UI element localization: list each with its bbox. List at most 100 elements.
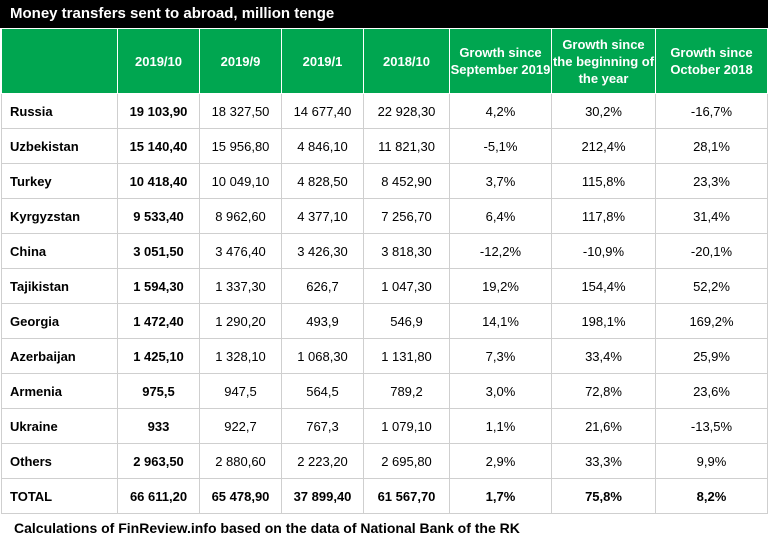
table-row: Uzbekistan 15 140,40 15 956,80 4 846,10 11 8…: [1, 128, 768, 164]
row-label: TOTAL: [1, 478, 118, 514]
table-cell: 37 899,40: [281, 478, 364, 514]
table-cell: -12,2%: [449, 233, 552, 269]
table-cell: 14,1%: [449, 303, 552, 339]
table-cell: 14 677,40: [281, 93, 364, 129]
row-label: Tajikistan: [1, 268, 118, 304]
column-header: 2019/9: [199, 28, 282, 94]
table-cell: 18 327,50: [199, 93, 282, 129]
table-cell: 3 818,30: [363, 233, 450, 269]
table-cell: 25,9%: [655, 338, 768, 374]
table-cell: 2 695,80: [363, 443, 450, 479]
table-row: Ukraine 933 922,7 767,3 1 079,10 1,1% 21,6% -13…: [1, 408, 768, 444]
table-cell: 9,9%: [655, 443, 768, 479]
table-cell: 6,4%: [449, 198, 552, 234]
table-cell: -5,1%: [449, 128, 552, 164]
table-cell: 1 328,10: [199, 338, 282, 374]
table-cell: 4,2%: [449, 93, 552, 129]
table-cell: 1 079,10: [363, 408, 450, 444]
table-cell: 3,7%: [449, 163, 552, 199]
table-cell: 33,4%: [551, 338, 656, 374]
table-cell: 19 103,90: [117, 93, 200, 129]
table-cell: 1 047,30: [363, 268, 450, 304]
table-cell: 1 068,30: [281, 338, 364, 374]
table-row: Kyrgyzstan 9 533,40 8 962,60 4 377,10 7 256,…: [1, 198, 768, 234]
column-header: 2018/10: [363, 28, 450, 94]
table-cell: 65 478,90: [199, 478, 282, 514]
table-row: China 3 051,50 3 476,40 3 426,30 3 818,30 -12…: [1, 233, 768, 269]
source-note: Calculations of FinReview.info based on …: [14, 520, 520, 536]
table-cell: 7 256,70: [363, 198, 450, 234]
table-cell: 30,2%: [551, 93, 656, 129]
table-cell: 15 956,80: [199, 128, 282, 164]
table-cell: 33,3%: [551, 443, 656, 479]
table-cell: 922,7: [199, 408, 282, 444]
table-cell: 23,3%: [655, 163, 768, 199]
header-corner-cell: [1, 28, 118, 94]
table-cell: 767,3: [281, 408, 364, 444]
column-header: 2019/1: [281, 28, 364, 94]
row-label: Ukraine: [1, 408, 118, 444]
row-label: Georgia: [1, 303, 118, 339]
table-cell: 154,4%: [551, 268, 656, 304]
row-label: Armenia: [1, 373, 118, 409]
table-row: Others 2 963,50 2 880,60 2 223,20 2 695,80 2,…: [1, 443, 768, 479]
table-cell: 75,8%: [551, 478, 656, 514]
table-cell: 31,4%: [655, 198, 768, 234]
table-cell: 975,5: [117, 373, 200, 409]
table-cell: 10 418,40: [117, 163, 200, 199]
table-row: Russia 19 103,90 18 327,50 14 677,40 22 928,…: [1, 93, 768, 129]
row-label: China: [1, 233, 118, 269]
table-cell: 15 140,40: [117, 128, 200, 164]
table-cell: 1,7%: [449, 478, 552, 514]
table-row: Turkey 10 418,40 10 049,10 4 828,50 8 452,90…: [1, 163, 768, 199]
table-cell: 19,2%: [449, 268, 552, 304]
table-cell: 1 472,40: [117, 303, 200, 339]
table-cell: 72,8%: [551, 373, 656, 409]
table-cell: 933: [117, 408, 200, 444]
column-header: Growth since October 2018: [655, 28, 768, 94]
table-cell: 22 928,30: [363, 93, 450, 129]
table-cell: 1 594,30: [117, 268, 200, 304]
table-cell: 2,9%: [449, 443, 552, 479]
table-cell: 1 337,30: [199, 268, 282, 304]
table-row: TOTAL 66 611,20 65 478,90 37 899,40 61 567,7…: [1, 478, 768, 514]
table-body: Russia 19 103,90 18 327,50 14 677,40 22 928,…: [1, 93, 768, 514]
table-row: Azerbaijan 1 425,10 1 328,10 1 068,30 1 131,…: [1, 338, 768, 374]
table-cell: 4 828,50: [281, 163, 364, 199]
table-cell: 10 049,10: [199, 163, 282, 199]
table-cell: 11 821,30: [363, 128, 450, 164]
column-header: Growth since the beginning of the year: [551, 28, 656, 94]
transfers-table: 2019/10 2019/9 2019/1 2018/10 Growth since S…: [1, 28, 768, 514]
header-row: 2019/10 2019/9 2019/1 2018/10 Growth since S…: [1, 28, 768, 94]
column-header: 2019/10: [117, 28, 200, 94]
table-cell: 66 611,20: [117, 478, 200, 514]
table-cell: -20,1%: [655, 233, 768, 269]
table-cell: 3 426,30: [281, 233, 364, 269]
table-cell: 1 290,20: [199, 303, 282, 339]
row-label: Azerbaijan: [1, 338, 118, 374]
row-label: Russia: [1, 93, 118, 129]
table-cell: 21,6%: [551, 408, 656, 444]
table-cell: 7,3%: [449, 338, 552, 374]
table-cell: 626,7: [281, 268, 364, 304]
table-cell: -16,7%: [655, 93, 768, 129]
table-cell: 3 051,50: [117, 233, 200, 269]
table-row: Tajikistan 1 594,30 1 337,30 626,7 1 047,30 1…: [1, 268, 768, 304]
table-cell: 28,1%: [655, 128, 768, 164]
table-cell: 8 962,60: [199, 198, 282, 234]
row-label: Others: [1, 443, 118, 479]
row-label: Kyrgyzstan: [1, 198, 118, 234]
column-header: Growth since September 2019: [449, 28, 552, 94]
table-cell: 115,8%: [551, 163, 656, 199]
table-cell: 4 846,10: [281, 128, 364, 164]
table-cell: -10,9%: [551, 233, 656, 269]
table-row: Armenia 975,5 947,5 564,5 789,2 3,0% 72,8% 23,6…: [1, 373, 768, 409]
table-cell: 947,5: [199, 373, 282, 409]
table-cell: 2 223,20: [281, 443, 364, 479]
table-cell: 169,2%: [655, 303, 768, 339]
table-cell: 493,9: [281, 303, 364, 339]
table-cell: -13,5%: [655, 408, 768, 444]
table-cell: 23,6%: [655, 373, 768, 409]
table-cell: 546,9: [363, 303, 450, 339]
